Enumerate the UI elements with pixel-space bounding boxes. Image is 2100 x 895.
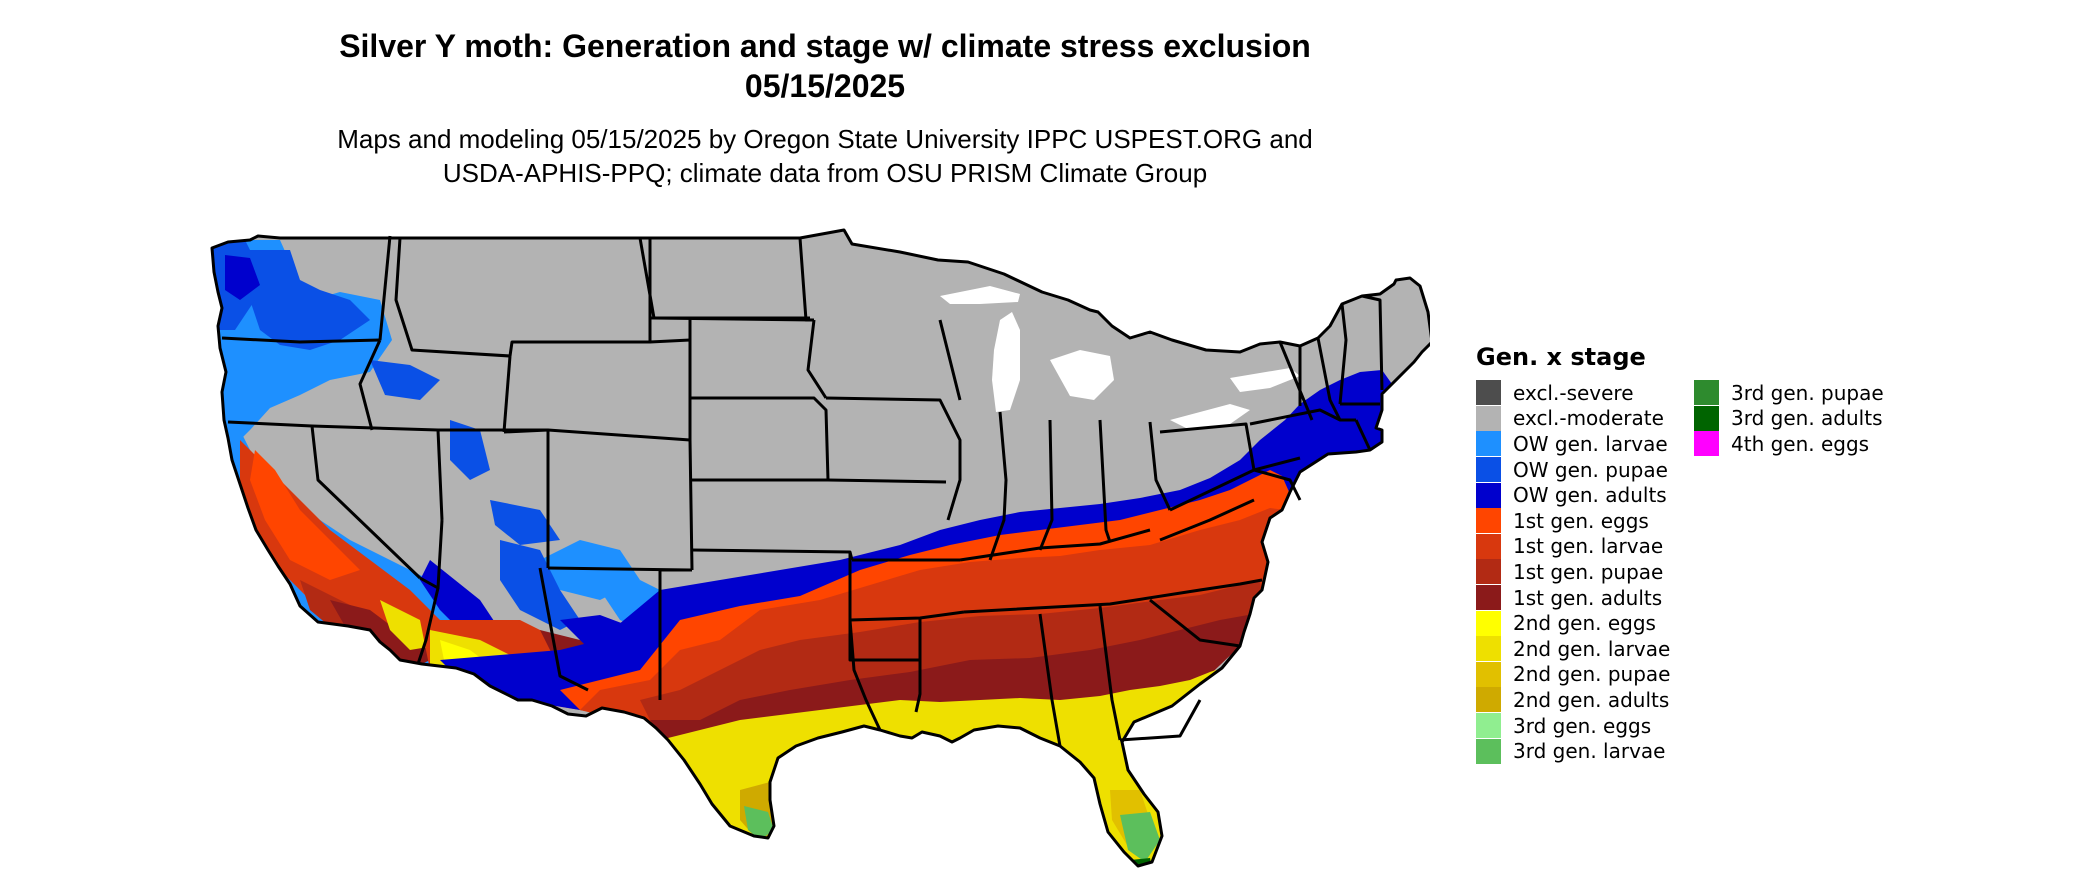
legend-label: excl.-severe [1513,380,1634,405]
legend-swatch [1476,738,1501,764]
legend-label: OW gen. pupae [1513,457,1668,482]
legend-item: 4th gen. eggs [1694,431,1884,457]
legend-item: 1st gen. adults [1476,585,1670,611]
legend-label: 3rd gen. adults [1731,406,1883,431]
map-credit-line-1: Maps and modeling 05/15/2025 by Oregon S… [337,124,1313,154]
legend-item: 1st gen. eggs [1476,508,1670,534]
legend-item: excl.-severe [1476,380,1670,406]
legend-swatch [1694,431,1719,457]
legend-swatch [1476,585,1501,611]
legend-label: 4th gen. eggs [1731,431,1870,456]
legend-item: 3rd gen. eggs [1476,713,1670,739]
legend-swatch [1694,405,1719,431]
legend-item: 2nd gen. eggs [1476,610,1670,636]
legend-swatch [1476,508,1501,534]
legend-item: OW gen. larvae [1476,431,1670,457]
legend-label: 1st gen. eggs [1513,508,1649,533]
map-title: Silver Y moth: Generation and stage w/ c… [339,28,1311,64]
legend-swatch [1476,380,1501,406]
legend-item: excl.-moderate [1476,405,1670,432]
legend-swatch [1476,457,1501,483]
legend-swatch [1476,661,1501,687]
legend-item: OW gen. pupae [1476,457,1670,483]
legend-swatch [1476,610,1501,636]
map-credit-line-2: USDA-APHIS-PPQ; climate data from OSU PR… [442,158,1208,188]
legend-label: 3rd gen. eggs [1513,713,1652,738]
legend-label: excl.-moderate [1513,406,1664,431]
us-map [210,228,1430,868]
legend-swatch [1476,431,1501,457]
legend-label: 3rd gen. pupae [1731,380,1884,405]
legend-item: 2nd gen. adults [1476,687,1670,713]
legend-item: 3rd gen. pupae [1694,380,1884,406]
legend-item: 1st gen. larvae [1476,533,1670,560]
legend-label: 1st gen. adults [1513,585,1663,610]
legend-label: 2nd gen. adults [1513,687,1670,712]
legend-label: OW gen. larvae [1513,431,1668,456]
legend-label: OW gen. adults [1513,483,1667,508]
map-date: 05/15/2025 [744,68,906,104]
legend-swatch [1476,533,1501,559]
legend-label: 2nd gen. larvae [1513,636,1671,661]
legend-label: 1st gen. larvae [1513,534,1664,559]
legend-item: 3rd gen. adults [1694,405,1884,432]
legend-swatch [1476,713,1501,739]
legend-label: 2nd gen. eggs [1513,611,1656,636]
legend-swatch [1476,405,1501,431]
legend-swatch [1476,687,1501,713]
legend-item: OW gen. adults [1476,482,1670,508]
legend-swatch [1694,380,1719,406]
legend-item: 2nd gen. pupae [1476,661,1671,688]
legend-column-left: excl.-severe excl.-moderate OW gen. larvae… [1476,380,1670,764]
legend-item: 3rd gen. larvae [1476,738,1670,764]
legend-label: 1st gen. pupae [1513,559,1664,584]
legend-swatch [1476,482,1501,508]
legend-label: 3rd gen. larvae [1513,739,1666,764]
legend-swatch [1476,559,1501,585]
legend-item: 1st gen. pupae [1476,559,1670,585]
legend-item: 2nd gen. larvae [1476,636,1670,662]
legend-column-right: 3rd gen. pupae 3rd gen. adults 4th gen. eg… [1694,380,1884,457]
legend-label: 2nd gen. pupae [1513,662,1671,687]
legend-swatch [1476,636,1501,662]
legend-title: Gen. x stage [1476,343,1646,371]
